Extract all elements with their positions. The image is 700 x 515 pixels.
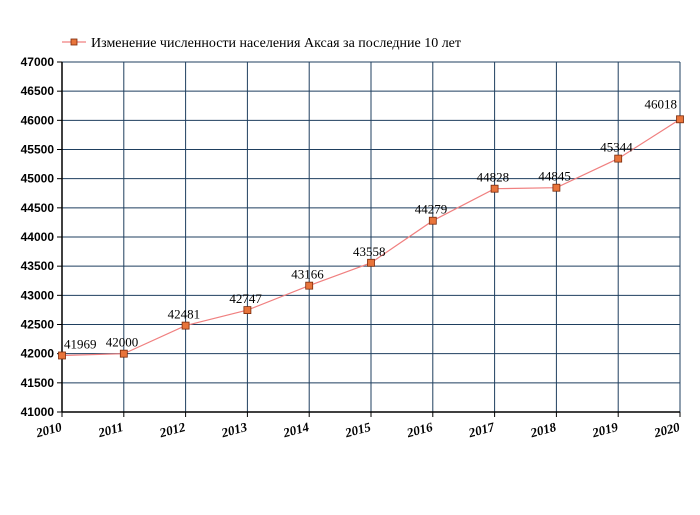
data-point bbox=[614, 154, 623, 163]
data-labels: 41969 42000 42481 42747 43166 43558 44279 44828… bbox=[64, 96, 677, 351]
x-axis-ticks: 2010 2011 2012 2013 2014 2015 2016 2017 2018 2019… bbox=[33, 412, 682, 441]
x-tick-label: 2010 bbox=[33, 419, 63, 441]
data-point bbox=[367, 258, 375, 267]
data-label: 44845 bbox=[538, 169, 571, 184]
y-tick-label: 41500 bbox=[21, 376, 55, 390]
y-tick-label: 45500 bbox=[21, 143, 55, 157]
y-tick-label: 42000 bbox=[21, 347, 55, 361]
data-point bbox=[181, 321, 190, 330]
data-point bbox=[552, 183, 561, 192]
series bbox=[58, 115, 684, 360]
x-tick-label: 2020 bbox=[651, 419, 681, 441]
data-point bbox=[58, 351, 66, 360]
x-tick-label: 2013 bbox=[219, 419, 249, 441]
x-tick-label: 2019 bbox=[590, 419, 620, 441]
y-tick-label: 47000 bbox=[21, 55, 55, 69]
x-tick-label: 2017 bbox=[466, 419, 496, 441]
data-label: 46018 bbox=[645, 96, 678, 111]
y-tick-label: 46000 bbox=[21, 113, 55, 127]
data-point bbox=[305, 281, 314, 290]
legend: Изменение численности населения Аксая за… bbox=[62, 36, 461, 51]
data-point bbox=[428, 216, 437, 225]
y-axis-ticks: 41000 41500 42000 42500 43000 43500 44000 44500… bbox=[21, 55, 62, 419]
y-tick-label: 42500 bbox=[21, 318, 55, 332]
data-label: 44828 bbox=[477, 170, 510, 185]
y-tick-label: 45000 bbox=[21, 172, 55, 186]
data-point bbox=[676, 115, 684, 124]
data-label: 41969 bbox=[64, 336, 97, 351]
grid bbox=[61, 61, 681, 413]
x-tick-label: 2014 bbox=[281, 419, 311, 441]
x-tick-label: 2016 bbox=[404, 419, 434, 441]
x-tick-label: 2018 bbox=[528, 419, 558, 441]
y-tick-label: 44500 bbox=[21, 201, 55, 215]
data-point bbox=[119, 349, 128, 358]
data-label: 42747 bbox=[229, 291, 262, 306]
legend-marker bbox=[70, 38, 78, 46]
data-label: 44279 bbox=[415, 202, 448, 217]
x-tick-label: 2012 bbox=[157, 419, 187, 441]
data-label: 43166 bbox=[291, 267, 324, 282]
data-label: 42000 bbox=[106, 335, 139, 350]
y-tick-label: 43000 bbox=[21, 288, 55, 302]
x-tick-label: 2011 bbox=[96, 419, 125, 440]
data-label: 45344 bbox=[600, 140, 633, 155]
y-tick-label: 41000 bbox=[21, 405, 55, 419]
x-tick-label: 2015 bbox=[342, 419, 372, 441]
data-label: 42481 bbox=[168, 307, 201, 322]
y-tick-label: 44000 bbox=[21, 230, 55, 244]
y-tick-label: 43500 bbox=[21, 259, 55, 273]
data-point bbox=[490, 184, 499, 193]
data-label: 43558 bbox=[353, 244, 386, 259]
legend-label: Изменение численности населения Аксая за… bbox=[91, 36, 461, 51]
y-tick-label: 46500 bbox=[21, 84, 55, 98]
data-point bbox=[243, 306, 252, 314]
